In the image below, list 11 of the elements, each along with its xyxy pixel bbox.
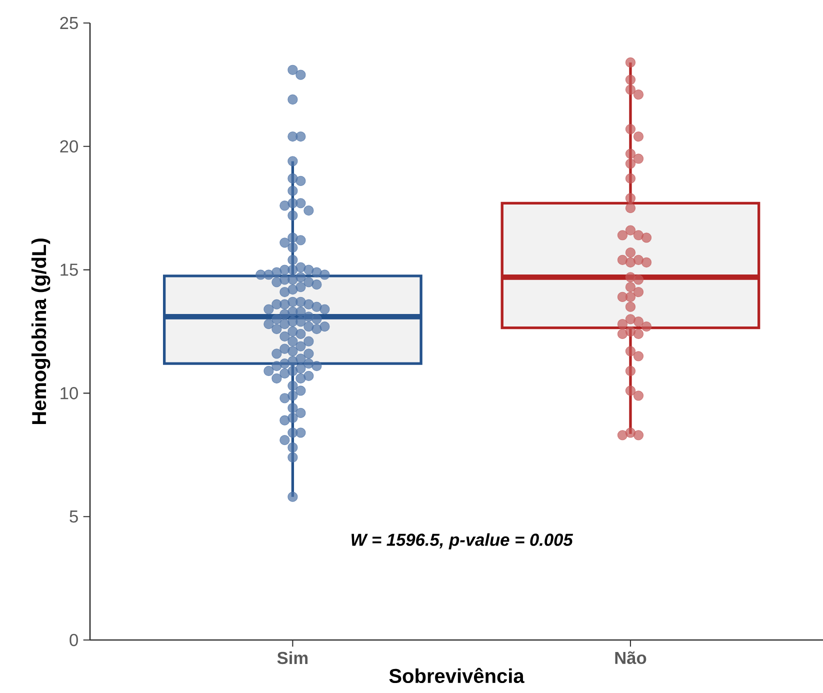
y-tick-label: 5 (70, 510, 78, 523)
x-tick-label: Sim (277, 651, 308, 664)
y-tick-label: 0 (70, 634, 78, 646)
x-axis-title: Sobrevivência (389, 668, 524, 684)
y-axis-title: Hemoglobina (g/dL) (31, 238, 50, 424)
y-tick-label: 20 (60, 140, 78, 153)
y-tick-label: 10 (60, 387, 78, 400)
x-tick-label: Não (615, 651, 646, 664)
y-tick-label: 15 (60, 264, 78, 276)
y-tick-label: 25 (60, 16, 78, 30)
annotation: W = 1596.5, p-value = 0.005 (352, 533, 574, 550)
